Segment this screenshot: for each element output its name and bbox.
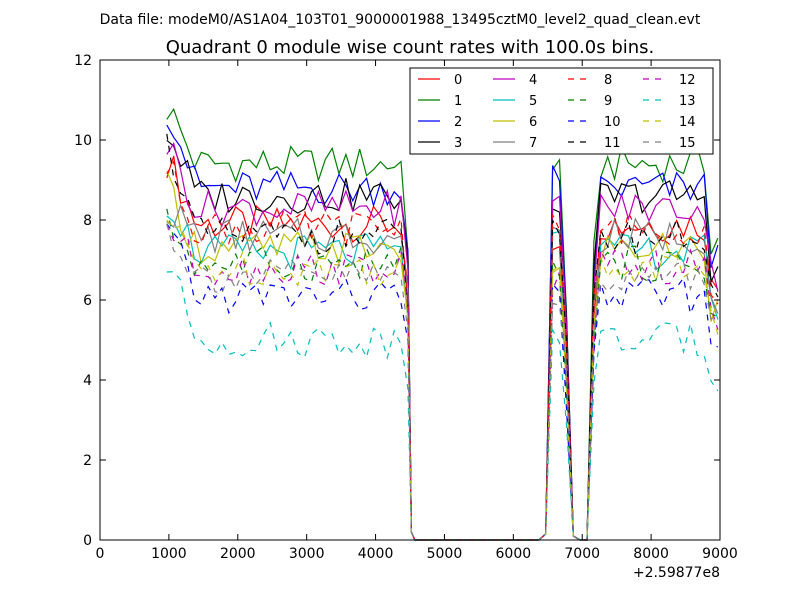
y-tick-label: 10 [74,133,92,149]
legend-label: 6 [529,115,537,130]
x-tick-label: 7000 [564,546,600,562]
legend-label: 4 [529,73,537,88]
series-line-2 [166,124,719,541]
y-tick-label: 12 [74,53,92,69]
x-offset-label: +2.59877e8 [633,565,720,581]
x-tick-label: 2000 [220,546,256,562]
x-tick-label: 9000 [702,546,738,562]
legend-label: 9 [604,94,612,109]
series-line-15 [166,223,719,541]
y-tick-label: 8 [83,213,92,229]
legend-label: 8 [604,73,612,88]
y-tick-label: 6 [83,293,92,309]
chart-title: Quadrant 0 module wise count rates with … [166,37,655,58]
series-layer [166,107,719,541]
series-line-10 [166,223,719,541]
x-tick-label: 3000 [289,546,325,562]
series-line-12 [166,224,719,541]
x-tick-label: 4000 [358,546,394,562]
legend-label: 0 [454,73,462,88]
legend-box [409,67,714,155]
x-tick-label: 5000 [427,546,463,562]
legend-label: 2 [454,115,462,130]
x-tick-label: 1000 [151,546,187,562]
ticks-layer: 0 1000 2000 3000 4000 5000 6000 7000 8000 9000 0 2 4… [74,53,738,562]
legend-label: 5 [529,94,537,109]
legend-label: 1 [454,94,462,109]
series-line-3 [166,139,719,541]
x-tick-label: 8000 [633,546,669,562]
legend-label: 12 [679,73,696,88]
legend-label: 7 [529,136,537,151]
series-line-9 [166,208,719,541]
legend-label: 15 [679,136,696,151]
series-line-7 [166,203,719,541]
y-tick-label: 2 [83,453,92,469]
legend-label: 14 [679,115,696,130]
series-line-13 [166,271,719,541]
supertitle: Data file: modeM0/AS1A04_103T01_90000019… [100,12,701,28]
series-line-1 [166,107,719,541]
legend-label: 10 [604,115,621,130]
legend-label: 3 [454,136,462,151]
series-line-4 [166,142,719,541]
legend-label: 13 [679,94,696,109]
series-line-14 [166,219,719,541]
y-tick-label: 0 [83,533,92,549]
y-tick-label: 4 [83,373,92,389]
x-tick-label: 0 [96,546,105,562]
x-tick-label: 6000 [496,546,532,562]
legend-label: 11 [604,136,621,151]
series-line-5 [166,215,719,541]
